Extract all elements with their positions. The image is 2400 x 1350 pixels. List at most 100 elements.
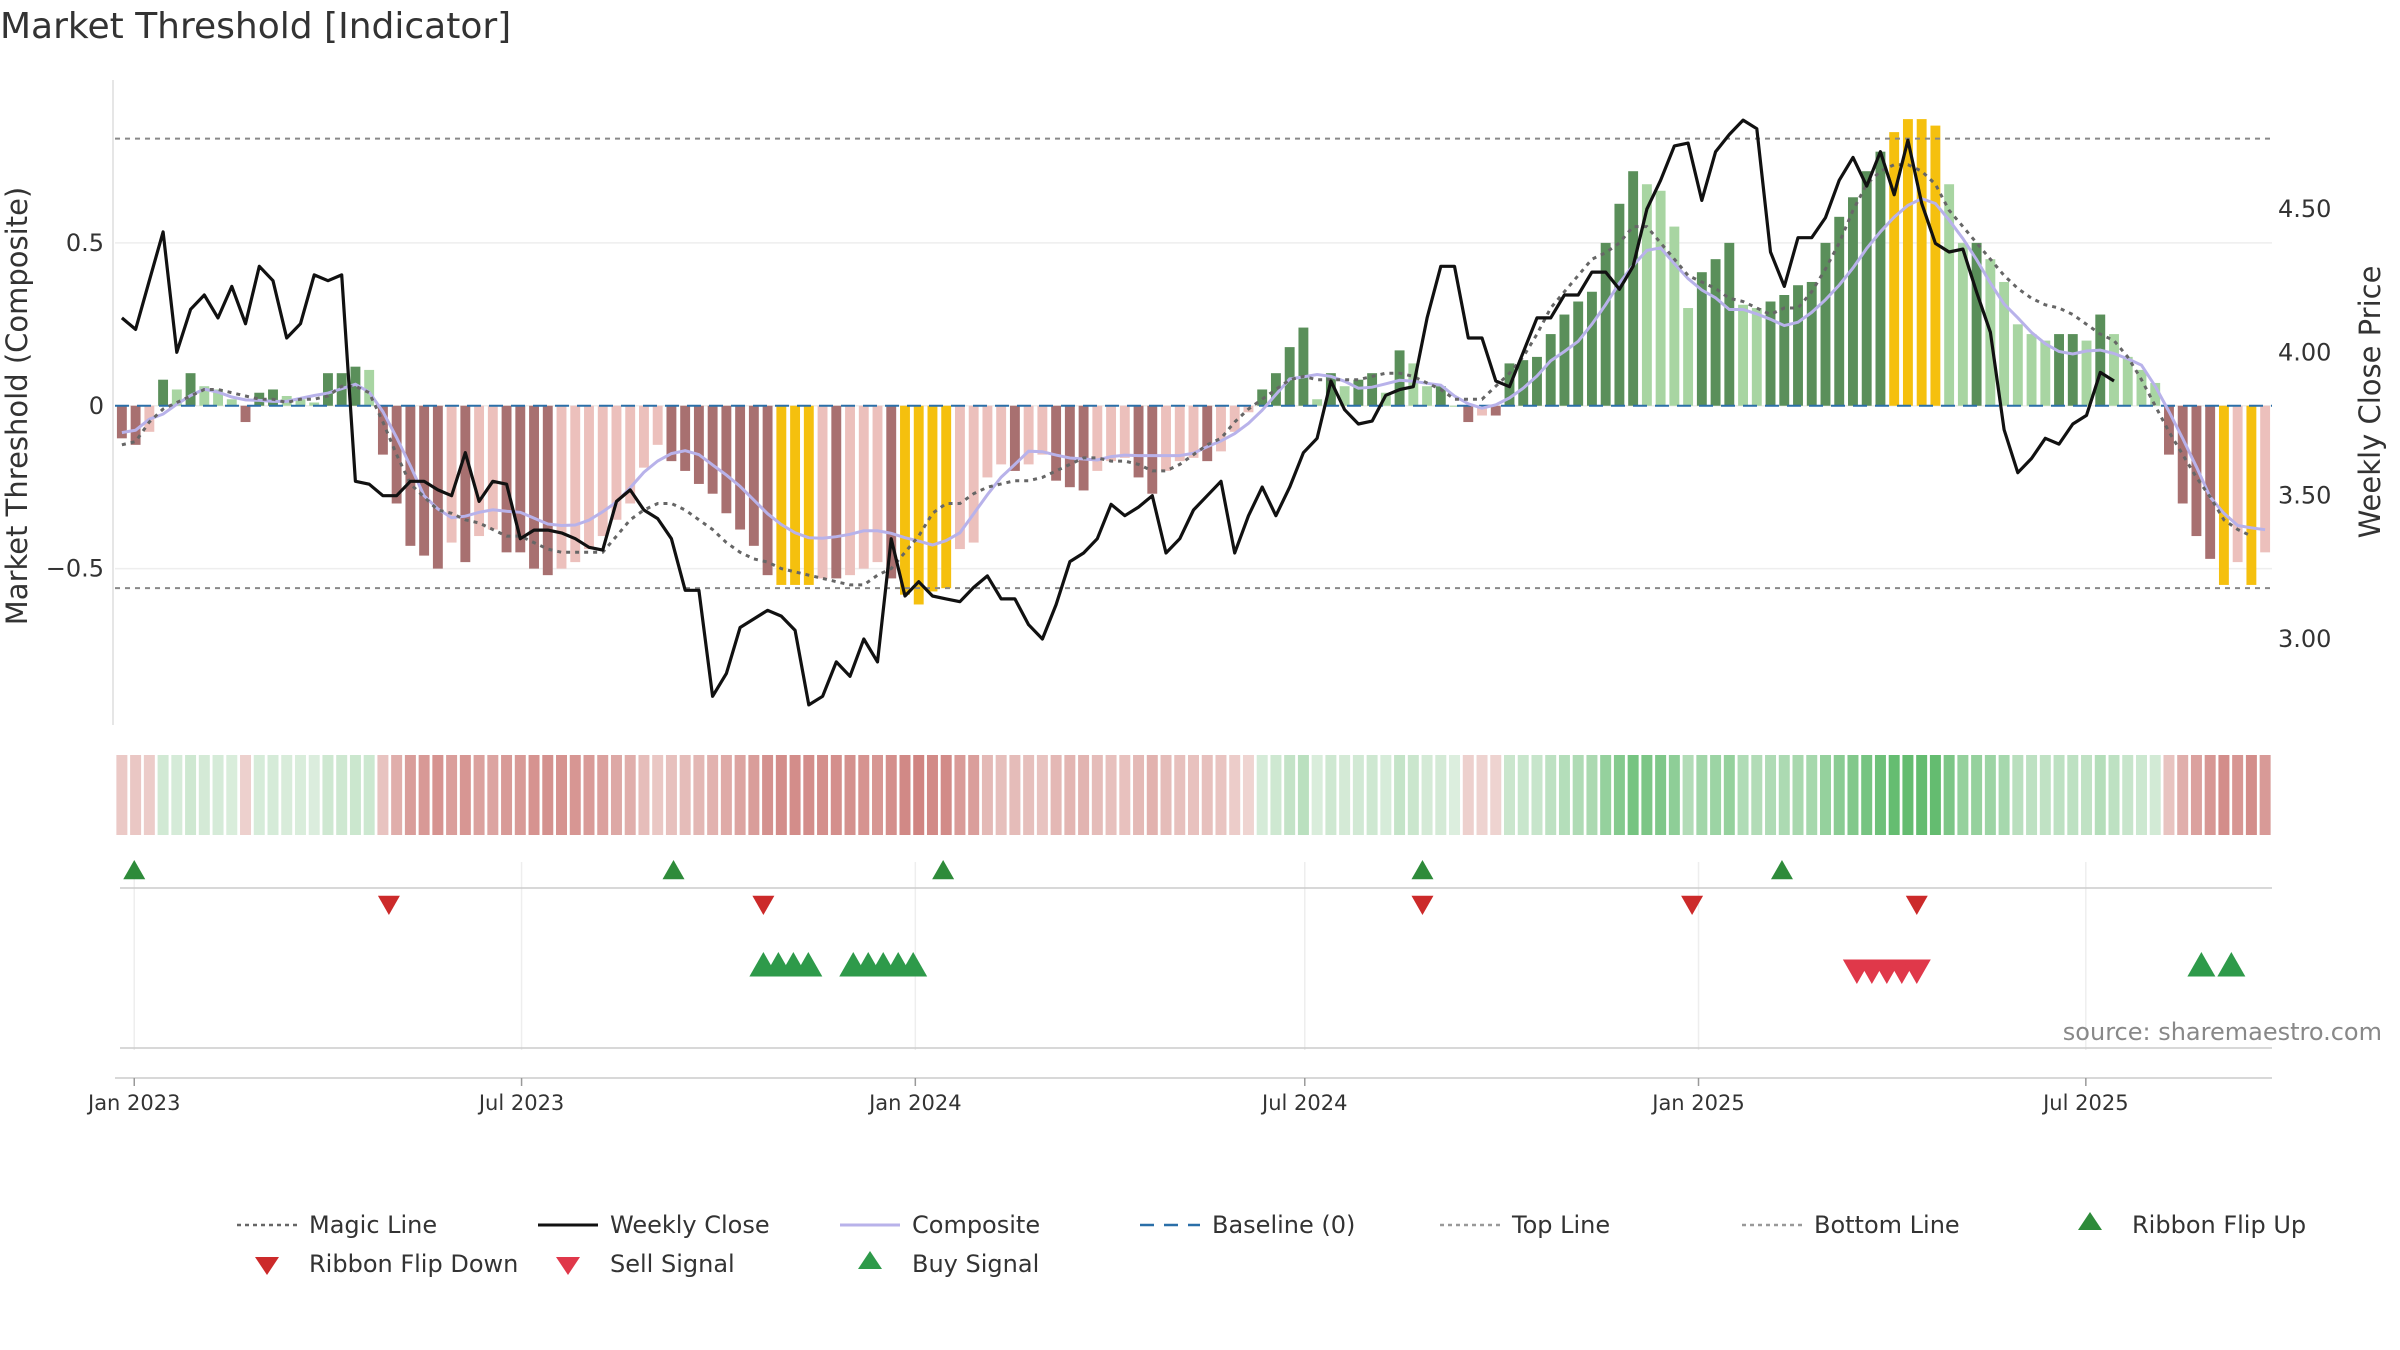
ribbon-block — [1572, 755, 1584, 835]
ribbon-block — [2232, 755, 2244, 835]
legend-swatch-triangle-up — [2078, 1212, 2102, 1230]
ribbon-block — [995, 755, 1007, 835]
composite-bar — [1655, 190, 1666, 406]
x-tick-label: Jan 2024 — [867, 1091, 962, 1115]
ribbon-block — [1091, 755, 1103, 835]
composite-bar — [2067, 334, 2078, 406]
composite-bar — [1765, 301, 1776, 406]
composite-bar — [2136, 369, 2147, 406]
composite-bar — [900, 405, 910, 595]
ribbon-block — [1311, 755, 1323, 835]
composite-bar — [501, 405, 512, 553]
composite-bar — [968, 405, 979, 543]
ribbon-block — [2081, 755, 2093, 835]
composite-bar — [1628, 171, 1639, 406]
ribbon-block — [198, 755, 210, 835]
ribbon-block — [885, 755, 897, 835]
ribbon-block — [1394, 755, 1406, 835]
ribbon-block — [1023, 755, 1035, 835]
ribbon-block — [2218, 755, 2230, 835]
composite-bar — [1559, 314, 1570, 406]
legend-item: Composite — [840, 1211, 1040, 1239]
ribbon-block — [1256, 755, 1268, 835]
buy-signal-marker — [2187, 952, 2216, 977]
composite-bar — [1435, 386, 1446, 406]
y-right-tick-label: 3.50 — [2278, 482, 2331, 510]
composite-bar — [1641, 184, 1652, 406]
composite-bar — [116, 405, 127, 439]
legend-label: Buy Signal — [912, 1250, 1039, 1278]
ribbon-block — [1421, 755, 1433, 835]
composite-bar — [803, 405, 814, 585]
composite-bar — [2218, 405, 2229, 585]
ribbon-block — [432, 755, 444, 835]
composite-bar — [1820, 242, 1831, 406]
composite-bar — [1367, 373, 1378, 406]
composite-bar — [542, 405, 553, 576]
y-right-tick-label: 4.00 — [2278, 338, 2331, 366]
composite-bar — [171, 389, 182, 406]
composite-bar — [2232, 405, 2243, 563]
composite-bar — [2164, 405, 2174, 455]
buy-signal-marker — [2217, 952, 2246, 977]
composite-bar — [1696, 272, 1707, 406]
composite-bar — [996, 405, 1007, 465]
composite-bar — [1683, 308, 1694, 406]
composite-bar — [487, 405, 498, 530]
ribbon-block — [2039, 755, 2051, 835]
ribbon-block — [1806, 755, 1818, 835]
composite-bar — [1614, 203, 1625, 406]
composite-bar — [858, 405, 869, 569]
composite-bar — [597, 405, 608, 537]
ribbon-block — [1778, 755, 1790, 835]
ribbon-block — [2204, 755, 2216, 835]
ribbon-block — [308, 755, 320, 835]
legend-label: Magic Line — [309, 1211, 437, 1239]
composite-bar — [2054, 334, 2064, 406]
ribbon-block — [624, 755, 636, 835]
composite-bar — [1422, 386, 1433, 406]
composite-bar — [735, 405, 746, 530]
legend-item: Magic Line — [237, 1211, 437, 1239]
legend-item: Top Line — [1440, 1211, 1610, 1239]
ribbon-block — [1380, 755, 1392, 835]
sell-signal-marker — [1902, 959, 1931, 984]
composite-bar — [199, 386, 210, 406]
ribbon-block — [2135, 755, 2147, 835]
x-tick-label: Jul 2023 — [477, 1091, 564, 1115]
ribbon-block — [1971, 755, 1983, 835]
composite-bar — [2177, 405, 2188, 504]
ribbon-block — [2190, 755, 2202, 835]
composite-bar — [185, 373, 196, 406]
legend: Magic Line Weekly Close Composite Baseline … — [237, 1211, 2306, 1278]
composite-bar — [1545, 334, 1556, 406]
ribbon-block — [1517, 755, 1529, 835]
ribbon-block — [830, 755, 842, 835]
ribbon-block — [212, 755, 224, 835]
ribbon-block — [1833, 755, 1845, 835]
composite-bar — [2205, 405, 2216, 559]
ribbon-block — [1723, 755, 1735, 835]
composite-bar — [446, 405, 457, 543]
y-right-tick-label: 4.50 — [2278, 195, 2331, 223]
composite-bar — [872, 405, 883, 563]
ribbon-block — [322, 755, 334, 835]
ribbon-block — [1627, 755, 1639, 835]
legend-label: Ribbon Flip Up — [2132, 1211, 2306, 1239]
ribbon-block — [693, 755, 705, 835]
legend-item: Bottom Line — [1742, 1211, 1960, 1239]
composite-bar — [584, 405, 594, 550]
legend-item: Baseline (0) — [1140, 1211, 1355, 1239]
composite-bar — [570, 405, 581, 563]
ribbon-block — [349, 755, 361, 835]
composite-bar — [2026, 334, 2037, 406]
composite-bar — [1793, 285, 1803, 406]
ribbon-block — [1600, 755, 1612, 835]
composite-bar — [2260, 405, 2271, 553]
composite-bar — [2040, 340, 2051, 406]
composite-bar — [638, 405, 649, 468]
ribbon-flip-up-marker — [662, 860, 685, 880]
ribbon-block — [981, 755, 993, 835]
